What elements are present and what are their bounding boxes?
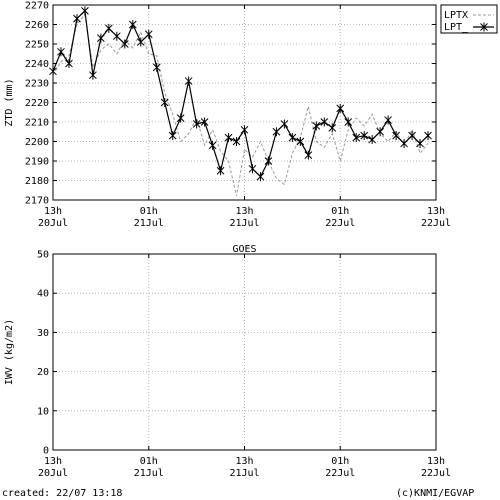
data-point-marker xyxy=(368,135,377,145)
x-tick-label: 01h xyxy=(331,456,349,467)
data-point-marker xyxy=(73,14,81,24)
data-point-marker xyxy=(280,119,289,129)
data-point-marker xyxy=(65,59,73,68)
data-point-marker xyxy=(264,156,273,166)
data-point-marker xyxy=(312,121,321,131)
data-point-marker xyxy=(248,164,257,174)
y-tick-label: 2180 xyxy=(25,176,49,187)
x-tick-label: 22Jul xyxy=(421,218,451,229)
data-point-marker xyxy=(81,6,89,16)
y-tick-label: 10 xyxy=(37,406,49,417)
data-point-marker xyxy=(105,23,113,33)
data-point-marker xyxy=(144,29,153,39)
x-tick-label: 01h xyxy=(331,206,349,217)
x-tick-label: 21Jul xyxy=(134,468,164,479)
y-tick-label: 30 xyxy=(37,328,49,339)
data-point-marker xyxy=(288,133,297,143)
data-point-marker xyxy=(320,117,329,127)
y-tick-label: 50 xyxy=(37,250,49,261)
data-point-marker xyxy=(176,113,185,123)
data-point-marker xyxy=(304,150,313,160)
x-tick-label: 13h xyxy=(44,456,62,467)
data-point-marker xyxy=(352,133,361,143)
data-point-marker xyxy=(216,166,225,176)
data-point-marker xyxy=(120,39,129,49)
y-tick-label: 2270 xyxy=(25,1,49,12)
y-tick-label: 2250 xyxy=(25,40,49,51)
y-axis-label: ZTD (mm) xyxy=(4,78,15,126)
y-axis-label: IWV (kg/m2) xyxy=(4,319,15,385)
x-tick-label: 20Jul xyxy=(38,218,68,229)
data-point-marker xyxy=(224,133,233,143)
y-tick-label: 2170 xyxy=(25,196,49,207)
legend-marker xyxy=(480,22,488,32)
data-point-marker xyxy=(128,20,137,29)
data-point-marker xyxy=(49,66,57,76)
data-point-marker xyxy=(89,70,97,80)
x-tick-label: 21Jul xyxy=(229,468,259,479)
created-timestamp: created: 22/07 13:18 xyxy=(2,488,123,499)
legend-box xyxy=(440,4,498,34)
data-point-marker xyxy=(152,62,161,72)
y-tick-label: 0 xyxy=(43,446,49,457)
x-tick-label: 22Jul xyxy=(325,468,355,479)
data-point-marker xyxy=(344,117,353,127)
data-point-marker xyxy=(336,103,345,113)
data-point-marker xyxy=(360,131,369,141)
y-tick-label: 20 xyxy=(37,367,49,378)
x-tick-label: 22Jul xyxy=(325,218,355,229)
data-point-marker xyxy=(200,117,209,127)
data-point-marker xyxy=(232,137,241,146)
x-tick-label: 13h xyxy=(235,206,253,217)
data-point-marker xyxy=(97,33,105,43)
data-point-marker xyxy=(408,131,416,141)
y-tick-label: 40 xyxy=(37,289,49,300)
plot-frame xyxy=(52,253,437,451)
y-tick-label: 2240 xyxy=(25,59,49,70)
y-tick-label: 2260 xyxy=(25,20,49,31)
data-point-marker xyxy=(208,140,217,150)
y-tick-label: 2230 xyxy=(25,79,49,90)
x-tick-label: 13h xyxy=(427,456,445,467)
data-point-marker xyxy=(424,131,432,141)
data-point-marker xyxy=(192,119,201,129)
x-tick-label: 13h xyxy=(427,206,445,217)
y-tick-label: 2210 xyxy=(25,118,49,129)
data-point-marker xyxy=(328,123,337,133)
legend-label: LPT_ xyxy=(444,22,469,33)
series-line-lptx xyxy=(52,13,429,197)
data-point-marker xyxy=(272,127,281,137)
data-point-marker xyxy=(400,138,408,148)
data-point-marker xyxy=(57,47,65,57)
data-point-marker xyxy=(392,131,400,141)
data-point-marker xyxy=(112,31,121,41)
x-tick-label: 20Jul xyxy=(38,468,68,479)
data-point-marker xyxy=(376,127,384,137)
x-tick-label: 21Jul xyxy=(229,218,259,229)
data-point-marker xyxy=(416,138,424,148)
x-tick-label: 22Jul xyxy=(421,468,451,479)
x-tick-label: 13h xyxy=(235,456,253,467)
y-tick-label: 2190 xyxy=(25,157,49,168)
legend-label: LPTX xyxy=(444,10,468,21)
y-tick-label: 2220 xyxy=(25,98,49,109)
x-tick-label: 13h xyxy=(44,206,62,217)
x-tick-label: 01h xyxy=(140,206,158,217)
x-tick-label: 01h xyxy=(140,456,158,467)
data-point-marker xyxy=(160,98,169,107)
chart-title: GOES xyxy=(232,244,256,255)
x-tick-label: 21Jul xyxy=(134,218,164,229)
data-point-marker xyxy=(296,137,305,146)
data-point-marker xyxy=(384,115,392,125)
data-point-marker xyxy=(256,172,265,182)
data-point-marker xyxy=(240,125,249,135)
data-point-marker xyxy=(184,76,193,86)
data-point-marker xyxy=(168,131,177,141)
copyright-label: (c)KNMI/EGVAP xyxy=(396,488,475,499)
y-tick-label: 2200 xyxy=(25,137,49,148)
data-point-marker xyxy=(136,37,145,47)
